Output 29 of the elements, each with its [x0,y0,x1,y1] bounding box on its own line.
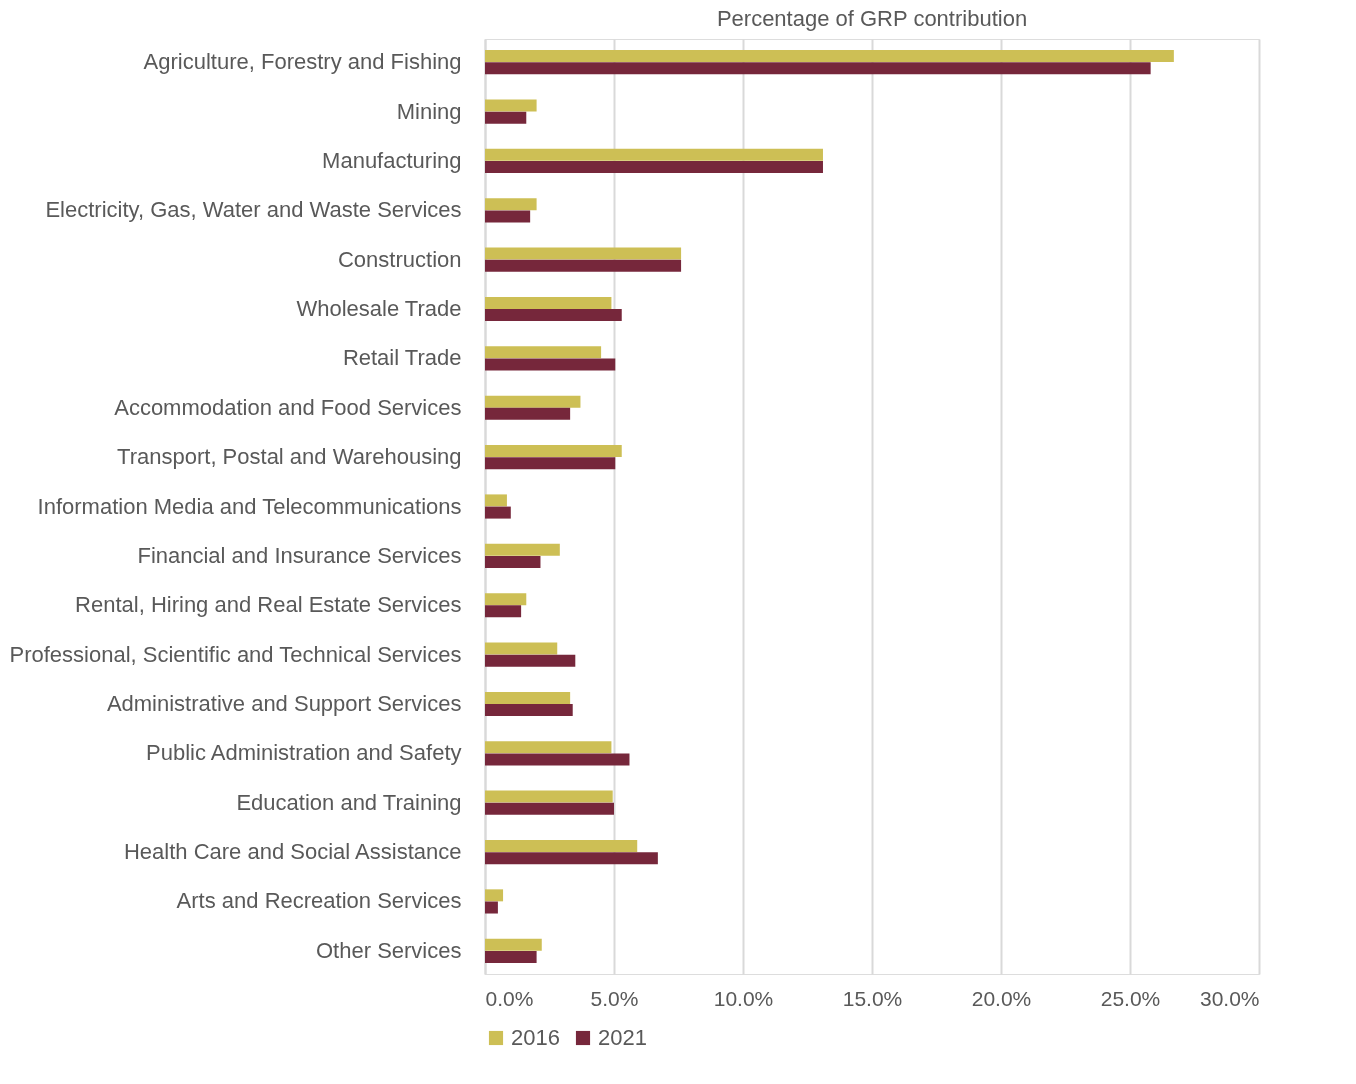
legend-label: 2021 [598,1025,647,1050]
x-tick-label: 0.0% [485,986,534,1010]
y-tick-label: Professional, Scientific and Technical Services [9,641,462,667]
y-tick-label: Education and Training [236,789,462,815]
y-tick-label: Administrative and Support Services [106,690,462,716]
x-tick-label: 20.0% [971,986,1032,1010]
y-tick-label: Information Media and Telecommunications [37,493,462,519]
chart-title: Percentage of GRP contribution [716,6,1028,31]
y-tick-label: Agriculture, Forestry and Fishing [143,49,462,75]
y-tick-label: Transport, Postal and Warehousing [117,444,462,470]
x-tick-label: 10.0% [713,986,774,1010]
x-tick-label: 15.0% [842,986,903,1010]
x-tick-label: 30.0% [1199,986,1260,1010]
y-tick-label: Manufacturing [322,147,462,173]
y-tick-label: Financial and Insurance Services [137,542,462,568]
y-tick-label: Accommodation and Food Services [114,394,462,420]
x-tick-label: 25.0% [1100,986,1161,1010]
y-tick-label: Wholesale Trade [296,296,462,322]
legend-label: 2016 [511,1025,560,1050]
x-tick-label: 5.0% [590,986,639,1010]
y-tick-label: Electricity, Gas, Water and Waste Services [45,197,462,223]
y-tick-label: Retail Trade [342,345,462,371]
y-tick-label: Public Administration and Safety [145,740,462,766]
y-tick-label: Arts and Recreation Services [176,888,462,914]
y-tick-label: Construction [337,246,462,272]
y-tick-label: Rental, Hiring and Real Estate Services [75,592,462,618]
y-tick-label: Other Services [316,937,462,963]
y-tick-label: Health Care and Social Assistance [123,839,462,865]
y-tick-label: Mining [396,98,462,124]
